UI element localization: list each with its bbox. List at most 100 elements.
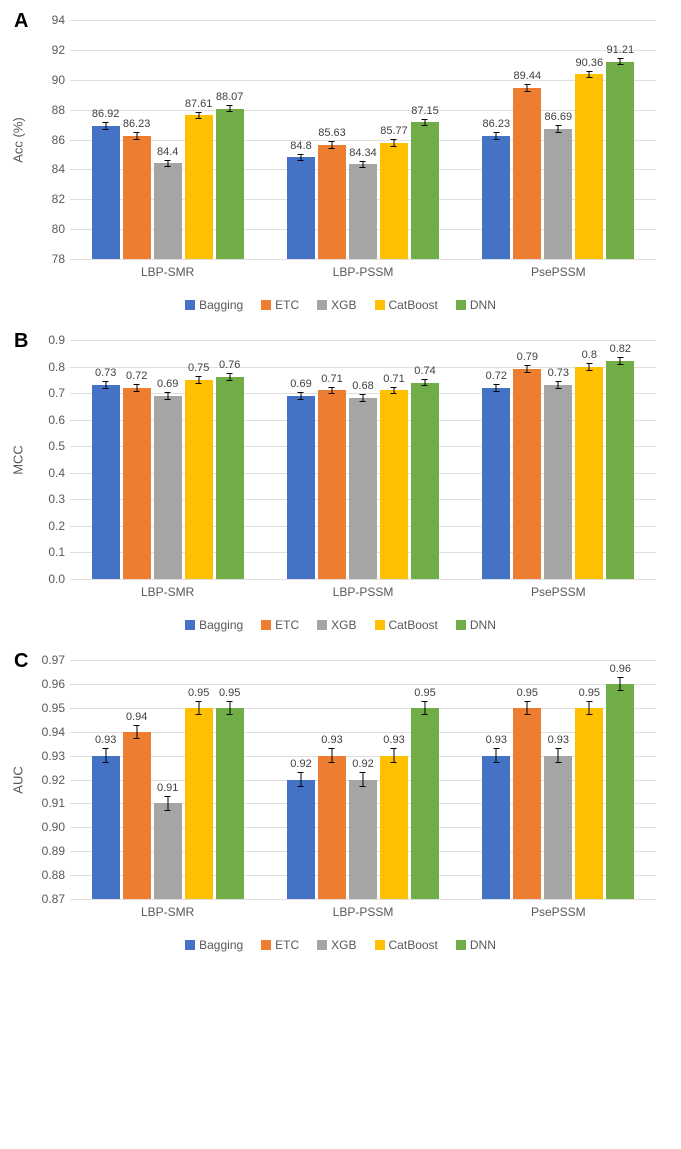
ytick-label: 0.94 [30, 725, 65, 739]
legend-item: CatBoost [375, 618, 438, 632]
xtick-label: LBP-PSSM [333, 585, 394, 599]
error-bar [589, 701, 590, 715]
value-label: 88.07 [216, 91, 244, 103]
ytick-label: 0.7 [30, 386, 65, 400]
ytick-label: 0.95 [30, 701, 65, 715]
error-bar [331, 141, 332, 148]
error-bar [620, 357, 621, 365]
ytick-label: 0.8 [30, 360, 65, 374]
bar: 0.95 [411, 708, 439, 899]
bar: 84.8 [287, 157, 315, 259]
ytick-label: 78 [30, 252, 65, 266]
bar: 0.82 [606, 361, 634, 579]
error-bar [229, 701, 230, 715]
error-bar [105, 748, 106, 762]
legend-item: XGB [317, 618, 356, 632]
ytick-label: 84 [30, 162, 65, 176]
legend-swatch [261, 620, 271, 630]
xtick-label: PsePSSM [531, 265, 586, 279]
bar-group: 86.2389.4486.6990.3691.21PsePSSM [461, 20, 656, 259]
value-label: 86.23 [123, 118, 151, 130]
error-bar [589, 71, 590, 78]
ytick-label: 0.89 [30, 844, 65, 858]
value-label: 0.79 [517, 351, 538, 363]
value-label: 0.73 [95, 367, 116, 379]
value-label: 0.82 [610, 343, 631, 355]
legend-item: XGB [317, 298, 356, 312]
value-label: 91.21 [607, 44, 635, 56]
ytick-label: 0.88 [30, 868, 65, 882]
bar: 0.71 [318, 390, 346, 579]
error-bar [527, 84, 528, 91]
xtick-label: LBP-SMR [141, 265, 194, 279]
error-bar [198, 701, 199, 715]
legend-swatch [456, 940, 466, 950]
legend-label: Bagging [199, 298, 243, 312]
ytick-label: 0.97 [30, 653, 65, 667]
bar: 0.93 [380, 756, 408, 899]
bar-group: 0.930.940.910.950.95LBP-SMR [70, 660, 265, 899]
value-label: 89.44 [514, 70, 542, 82]
gridline [70, 259, 656, 260]
error-bar [362, 772, 363, 786]
legend-label: CatBoost [389, 618, 438, 632]
value-label: 0.73 [548, 367, 569, 379]
error-bar [136, 384, 137, 392]
legend-swatch [375, 940, 385, 950]
legend-item: CatBoost [375, 298, 438, 312]
error-bar [620, 677, 621, 691]
bar: 0.95 [216, 708, 244, 899]
value-label: 84.34 [349, 147, 377, 159]
error-bar [362, 394, 363, 402]
value-label: 0.71 [321, 373, 342, 385]
xtick-label: PsePSSM [531, 585, 586, 599]
ytick-label: 82 [30, 192, 65, 206]
bar: 90.36 [575, 74, 603, 259]
legend-item: ETC [261, 618, 299, 632]
bar: 86.92 [92, 126, 120, 259]
legend-item: ETC [261, 298, 299, 312]
bar-group: 84.885.6384.3485.7787.15LBP-PSSM [265, 20, 460, 259]
error-bar [300, 392, 301, 400]
bar: 0.69 [287, 396, 315, 579]
legend-item: Bagging [185, 298, 243, 312]
legend-item: CatBoost [375, 938, 438, 952]
value-label: 0.75 [188, 362, 209, 374]
bar: 0.95 [513, 708, 541, 899]
error-bar [331, 748, 332, 762]
legend-swatch [375, 300, 385, 310]
legend-swatch [261, 300, 271, 310]
legend-label: DNN [470, 298, 496, 312]
error-bar [424, 119, 425, 126]
bar: 0.93 [544, 756, 572, 899]
error-bar [620, 58, 621, 65]
error-bar [105, 381, 106, 389]
error-bar [167, 160, 168, 167]
panel-label: A [14, 10, 28, 33]
bar-group: 0.920.930.920.930.95LBP-PSSM [265, 660, 460, 899]
error-bar [527, 365, 528, 373]
bar-groups: 0.730.720.690.750.76LBP-SMR0.690.710.680… [70, 340, 656, 579]
bar: 0.71 [380, 390, 408, 579]
value-label: 0.69 [157, 378, 178, 390]
value-label: 0.72 [126, 370, 147, 382]
bar: 0.72 [123, 388, 151, 579]
xtick-label: PsePSSM [531, 905, 586, 919]
legend-label: XGB [331, 298, 356, 312]
legend-item: DNN [456, 938, 496, 952]
error-bar [105, 122, 106, 129]
bar: 0.92 [287, 780, 315, 900]
xtick-label: LBP-PSSM [333, 265, 394, 279]
error-bar [393, 748, 394, 762]
bar: 0.93 [92, 756, 120, 899]
error-bar [331, 387, 332, 395]
bar: 84.34 [349, 164, 377, 259]
gridline [70, 899, 656, 900]
ytick-label: 0.1 [30, 545, 65, 559]
error-bar [198, 376, 199, 384]
error-bar [167, 796, 168, 810]
chart-region: 788082848688909294Acc (%)86.9286.2384.48… [70, 10, 656, 290]
value-label: 84.4 [157, 146, 178, 158]
error-bar [424, 701, 425, 715]
value-label: 0.68 [352, 380, 373, 392]
